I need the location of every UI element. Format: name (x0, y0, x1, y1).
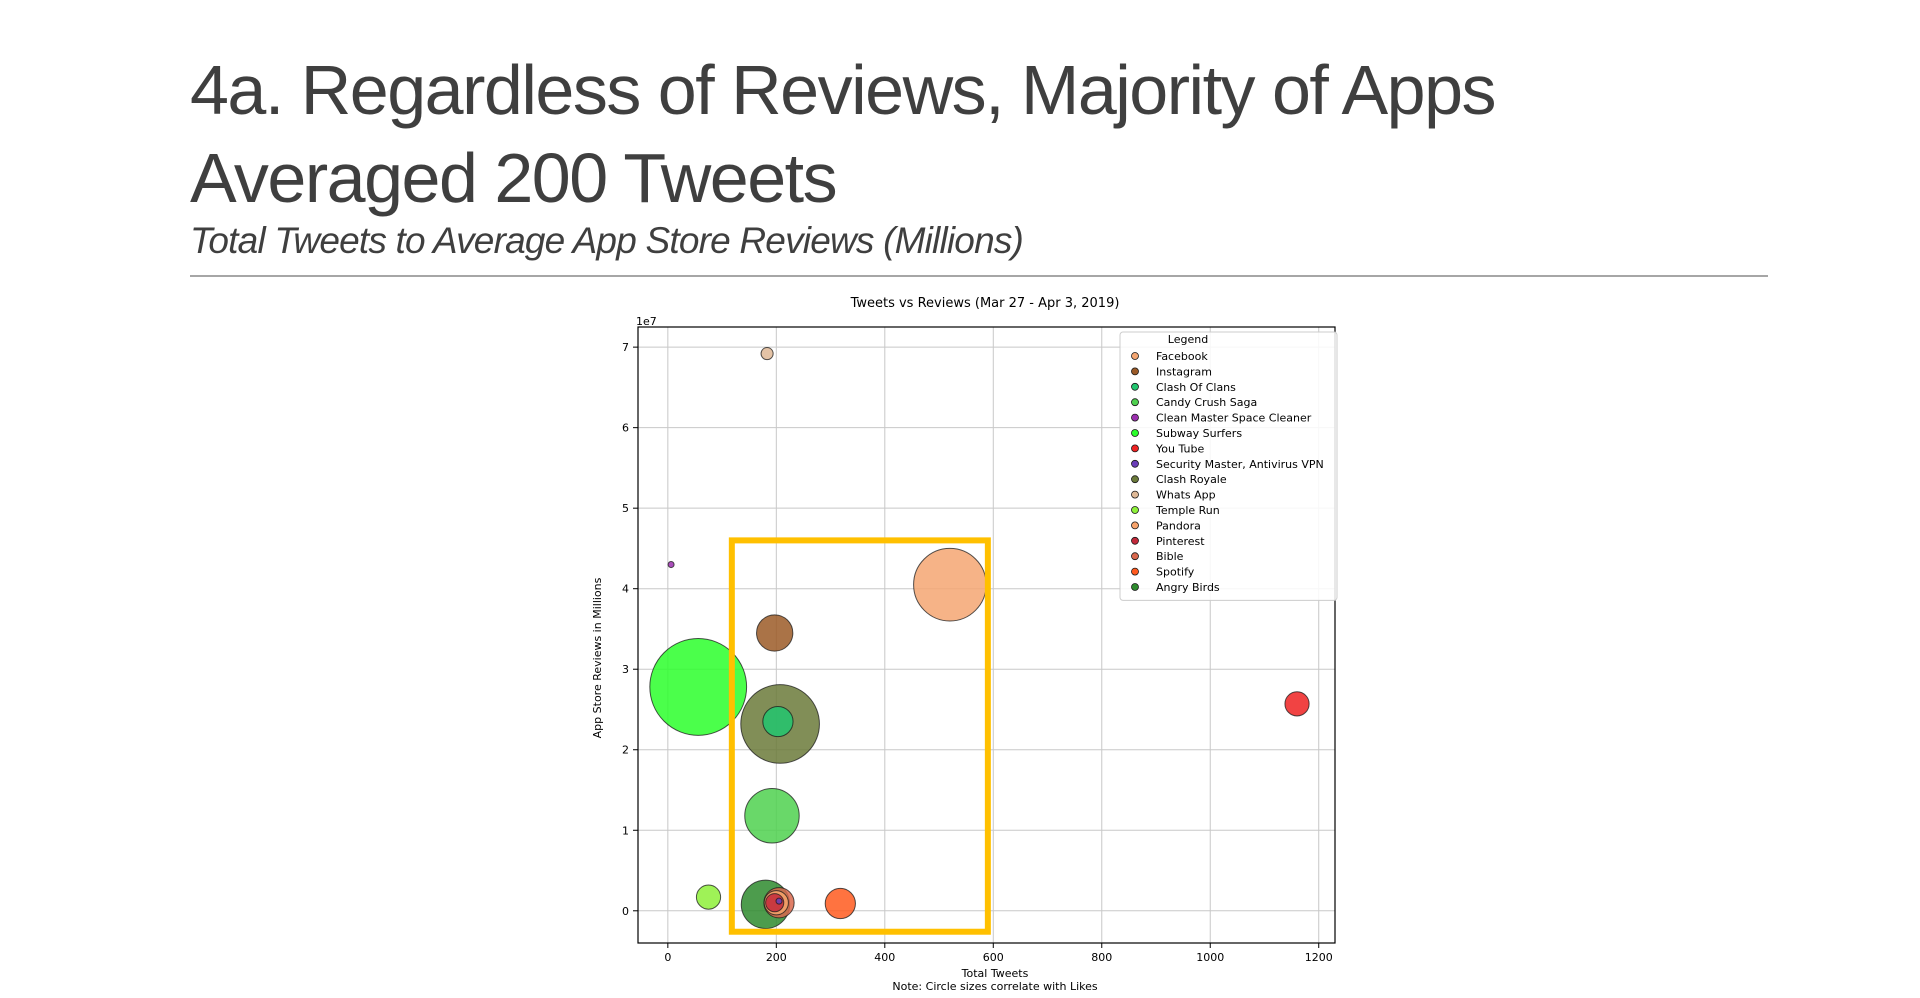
x-tick-label: 800 (1091, 951, 1112, 964)
x-tick-label: 200 (766, 951, 787, 964)
y-axis-label: App Store Reviews in Millions (591, 577, 604, 738)
legend-title: Legend (1168, 333, 1208, 346)
legend-marker-spotify (1131, 567, 1139, 576)
y-tick-label: 4 (622, 583, 629, 596)
y-tick-label: 3 (622, 663, 629, 676)
legend-marker-clean-master-space-cleaner (1131, 413, 1139, 422)
legend-label-angry-birds: Angry Birds (1156, 581, 1220, 594)
x-tick-label: 1000 (1196, 951, 1224, 964)
y-tick-label: 5 (622, 502, 629, 515)
legend-label-clash-of-clans: Clash Of Clans (1156, 381, 1236, 394)
bubble-you-tube (1284, 691, 1310, 717)
y-tick-label: 1 (622, 824, 629, 837)
legend-label-temple-run: Temple Run (1155, 504, 1220, 517)
x-axis-label: Total Tweets (961, 967, 1029, 980)
plot-frame (637, 326, 1336, 944)
legend-marker-pinterest (1131, 536, 1139, 545)
slide-title-line-2: Averaged 200 Tweets (190, 139, 838, 217)
legend-label-clash-royale: Clash Royale (1156, 473, 1227, 486)
legend-marker-angry-birds (1131, 583, 1139, 591)
legend-label-you-tube: You Tube (1155, 442, 1204, 455)
y-tick-label: 6 (622, 422, 629, 435)
legend-label-clean-master-space-cleaner: Clean Master Space Cleaner (1156, 412, 1312, 425)
legend-label-pinterest: Pinterest (1156, 535, 1205, 548)
legend-box (1119, 331, 1338, 601)
bubble-candy-crush-saga (744, 788, 800, 844)
legend-marker-instagram (1131, 367, 1139, 376)
bubble-subway-surfers (649, 638, 748, 736)
chart-title: Tweets vs Reviews (Mar 27 - Apr 3, 2019) (850, 296, 1120, 311)
y-offset-label: 1e7 (636, 315, 657, 328)
x-tick-label: 600 (983, 951, 1004, 964)
bubble-instagram (756, 614, 794, 652)
slide-title-line-1: 4a. Regardless of Reviews, Majority of A… (190, 51, 1497, 129)
legend-marker-pandora (1131, 521, 1139, 530)
highlight-box (728, 537, 991, 935)
legend-marker-whats-app (1131, 490, 1139, 499)
legend-label-pandora: Pandora (1156, 519, 1201, 532)
x-tick-label: 0 (664, 951, 671, 964)
y-tick-label: 2 (622, 744, 629, 757)
x-tick-label: 400 (874, 951, 895, 964)
y-tick-label: 0 (622, 905, 629, 918)
y-tick-label: 7 (622, 341, 629, 354)
bubble-clash-of-clans (762, 705, 794, 738)
legend-label-spotify: Spotify (1156, 566, 1195, 579)
chart-legend: Legend Facebook Instagram Clash Of Clans Ca… (1119, 331, 1338, 601)
legend-label-instagram: Instagram (1156, 365, 1212, 378)
bubble-clean-master-space-cleaner (667, 561, 675, 569)
bubble-temple-run (695, 884, 722, 910)
legend-label-whats-app: Whats App (1156, 489, 1216, 502)
bubble-spotify (824, 887, 856, 920)
slide-title: 4a. Regardless of Reviews, Majority of A… (190, 46, 1790, 222)
x-tick-label: 1200 (1305, 951, 1333, 964)
slide-subtitle: Total Tweets to Average App Store Review… (190, 220, 1024, 261)
legend-label-bible: Bible (1156, 550, 1184, 563)
legend-label-candy-crush-saga: Candy Crush Saga (1156, 396, 1257, 409)
legend-marker-clash-of-clans (1131, 382, 1139, 391)
legend-label-subway-surfers: Subway Surfers (1156, 427, 1242, 440)
legend-label-security-master-antivirus-vpn: Security Master, Antivirus VPN (1156, 458, 1324, 471)
legend-marker-temple-run (1131, 506, 1139, 514)
legend-marker-you-tube (1131, 444, 1139, 453)
title-divider (190, 275, 1768, 277)
legend-label-facebook: Facebook (1156, 350, 1208, 363)
bubble-facebook (913, 547, 987, 622)
legend-marker-facebook (1131, 352, 1139, 360)
bubble-whats-app (760, 347, 774, 361)
bubble-security-master-antivirus-vpn (775, 897, 783, 905)
chart-note: Note: Circle sizes correlate with Likes (892, 980, 1097, 993)
legend-marker-subway-surfers (1131, 429, 1139, 437)
legend-marker-candy-crush-saga (1131, 398, 1139, 407)
legend-marker-bible (1131, 552, 1139, 561)
legend-marker-clash-royale (1131, 475, 1139, 484)
legend-marker-security-master-antivirus-vpn (1131, 459, 1139, 468)
